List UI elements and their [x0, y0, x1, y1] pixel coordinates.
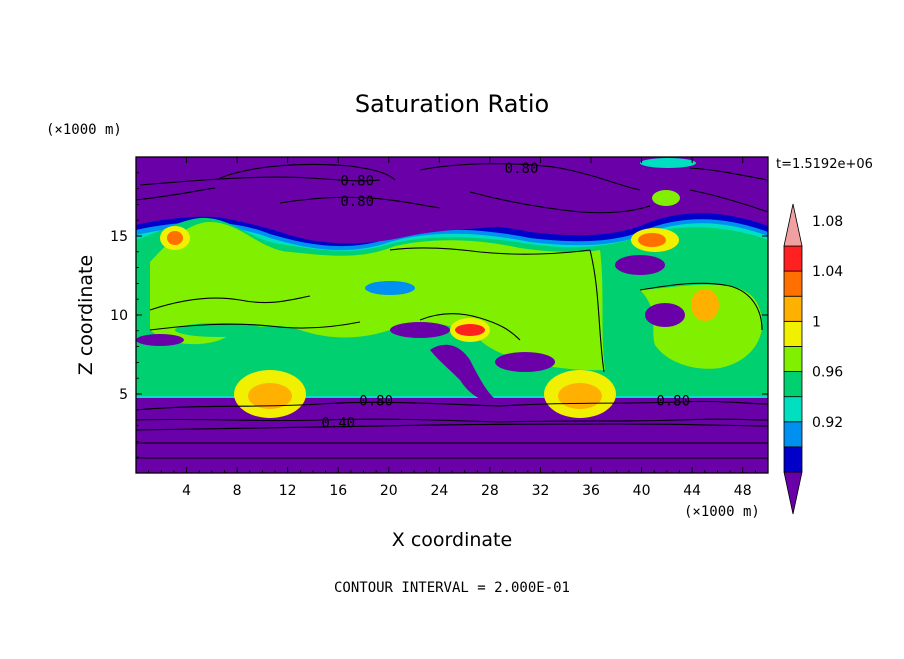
x-axis: 4 8 12 16 20 24 28 32 36 40 44 48 [148, 157, 756, 499]
colorbar-high-triangle [783, 203, 803, 247]
colorbar-swatch [783, 295, 803, 322]
colorbar-swatch [783, 446, 803, 473]
lime-layer [150, 222, 605, 371]
x-tick-label: 48 [734, 483, 752, 499]
x-tick-label: 12 [279, 483, 297, 499]
purple-pocket-4 [390, 322, 450, 338]
x-tick-label: 28 [481, 483, 499, 499]
x-tick-label: 8 [233, 483, 242, 499]
colorbar-swatch [783, 270, 803, 297]
contour-label: 0.40 [321, 415, 355, 431]
contour-labels: 0.800.800.800.80 0.800.40 [321, 161, 690, 431]
purple-intrusion-center [430, 344, 500, 403]
cyan-patch-upper-right [652, 190, 680, 206]
purple-pocket-3 [645, 303, 685, 327]
chart-title: Saturation Ratio [355, 90, 549, 118]
colorbar-swatch [783, 371, 803, 398]
purple-pocket-1 [495, 352, 555, 372]
x-tick-label: 32 [532, 483, 550, 499]
y-axis: 5 10 15 [110, 172, 768, 458]
colorbar-level-label: 0.92 [812, 415, 843, 431]
y-tick-label: 15 [110, 229, 128, 245]
contour-lines [136, 163, 768, 459]
contour-interval-note: CONTOUR INTERVAL = 2.000E-01 [334, 580, 570, 596]
purple-pocket-6 [365, 281, 415, 295]
y-tick-label: 5 [119, 387, 128, 403]
purple-pocket-2 [615, 255, 665, 275]
colorbar-low-triangle [783, 471, 803, 515]
x-tick-label: 20 [380, 483, 398, 499]
top-cyan-cap [640, 158, 696, 168]
y-unit-label: (×1000 m) [46, 122, 122, 138]
contour-label: 0.80 [340, 194, 374, 210]
contour-label: 0.80 [505, 161, 539, 177]
x-unit-label: (×1000 m) [684, 504, 760, 520]
time-label: t=1.5192e+06 [776, 157, 873, 172]
purple-pocket-7 [175, 323, 265, 337]
upper-purple [136, 157, 768, 244]
colorbar-level-label: 1.04 [812, 264, 843, 280]
colorbar-level-label: 1 [812, 314, 821, 330]
x-tick-label: 24 [430, 483, 448, 499]
contour-label: 0.80 [359, 393, 393, 409]
warm-spot-3b [167, 231, 183, 245]
colorbar-swatch [783, 421, 803, 448]
contour-label: 0.80 [656, 393, 690, 409]
lower-purple [136, 398, 768, 473]
y-axis-label: Z coordinate [75, 255, 97, 375]
colorbar-level-label: 1.08 [812, 214, 843, 230]
saturation-field: 0.800.800.800.80 0.800.40 [136, 157, 768, 473]
x-tick-label: 36 [582, 483, 600, 499]
colorbar-swatch [783, 320, 803, 347]
colorbar: 0.92 0.96 1 1.04 1.08 [783, 203, 843, 515]
warm-spot-4b [638, 233, 666, 247]
warm-spot-2b [558, 383, 602, 409]
colorbar-swatch [783, 245, 803, 272]
colorbar-swatch [783, 396, 803, 423]
warm-spot-1b [248, 383, 292, 409]
warm-spot-6 [691, 289, 719, 321]
x-tick-label: 44 [683, 483, 701, 499]
x-axis-label: X coordinate [392, 529, 512, 551]
x-tick-label: 16 [329, 483, 347, 499]
purple-pocket-8 [455, 324, 485, 336]
x-tick-label: 40 [633, 483, 651, 499]
contour-label: 0.80 [340, 174, 374, 190]
colorbar-swatch [783, 346, 803, 372]
y-tick-label: 10 [110, 308, 128, 324]
colorbar-level-label: 0.96 [812, 365, 843, 381]
x-tick-label: 4 [182, 483, 191, 499]
purple-pocket-5 [136, 334, 184, 346]
